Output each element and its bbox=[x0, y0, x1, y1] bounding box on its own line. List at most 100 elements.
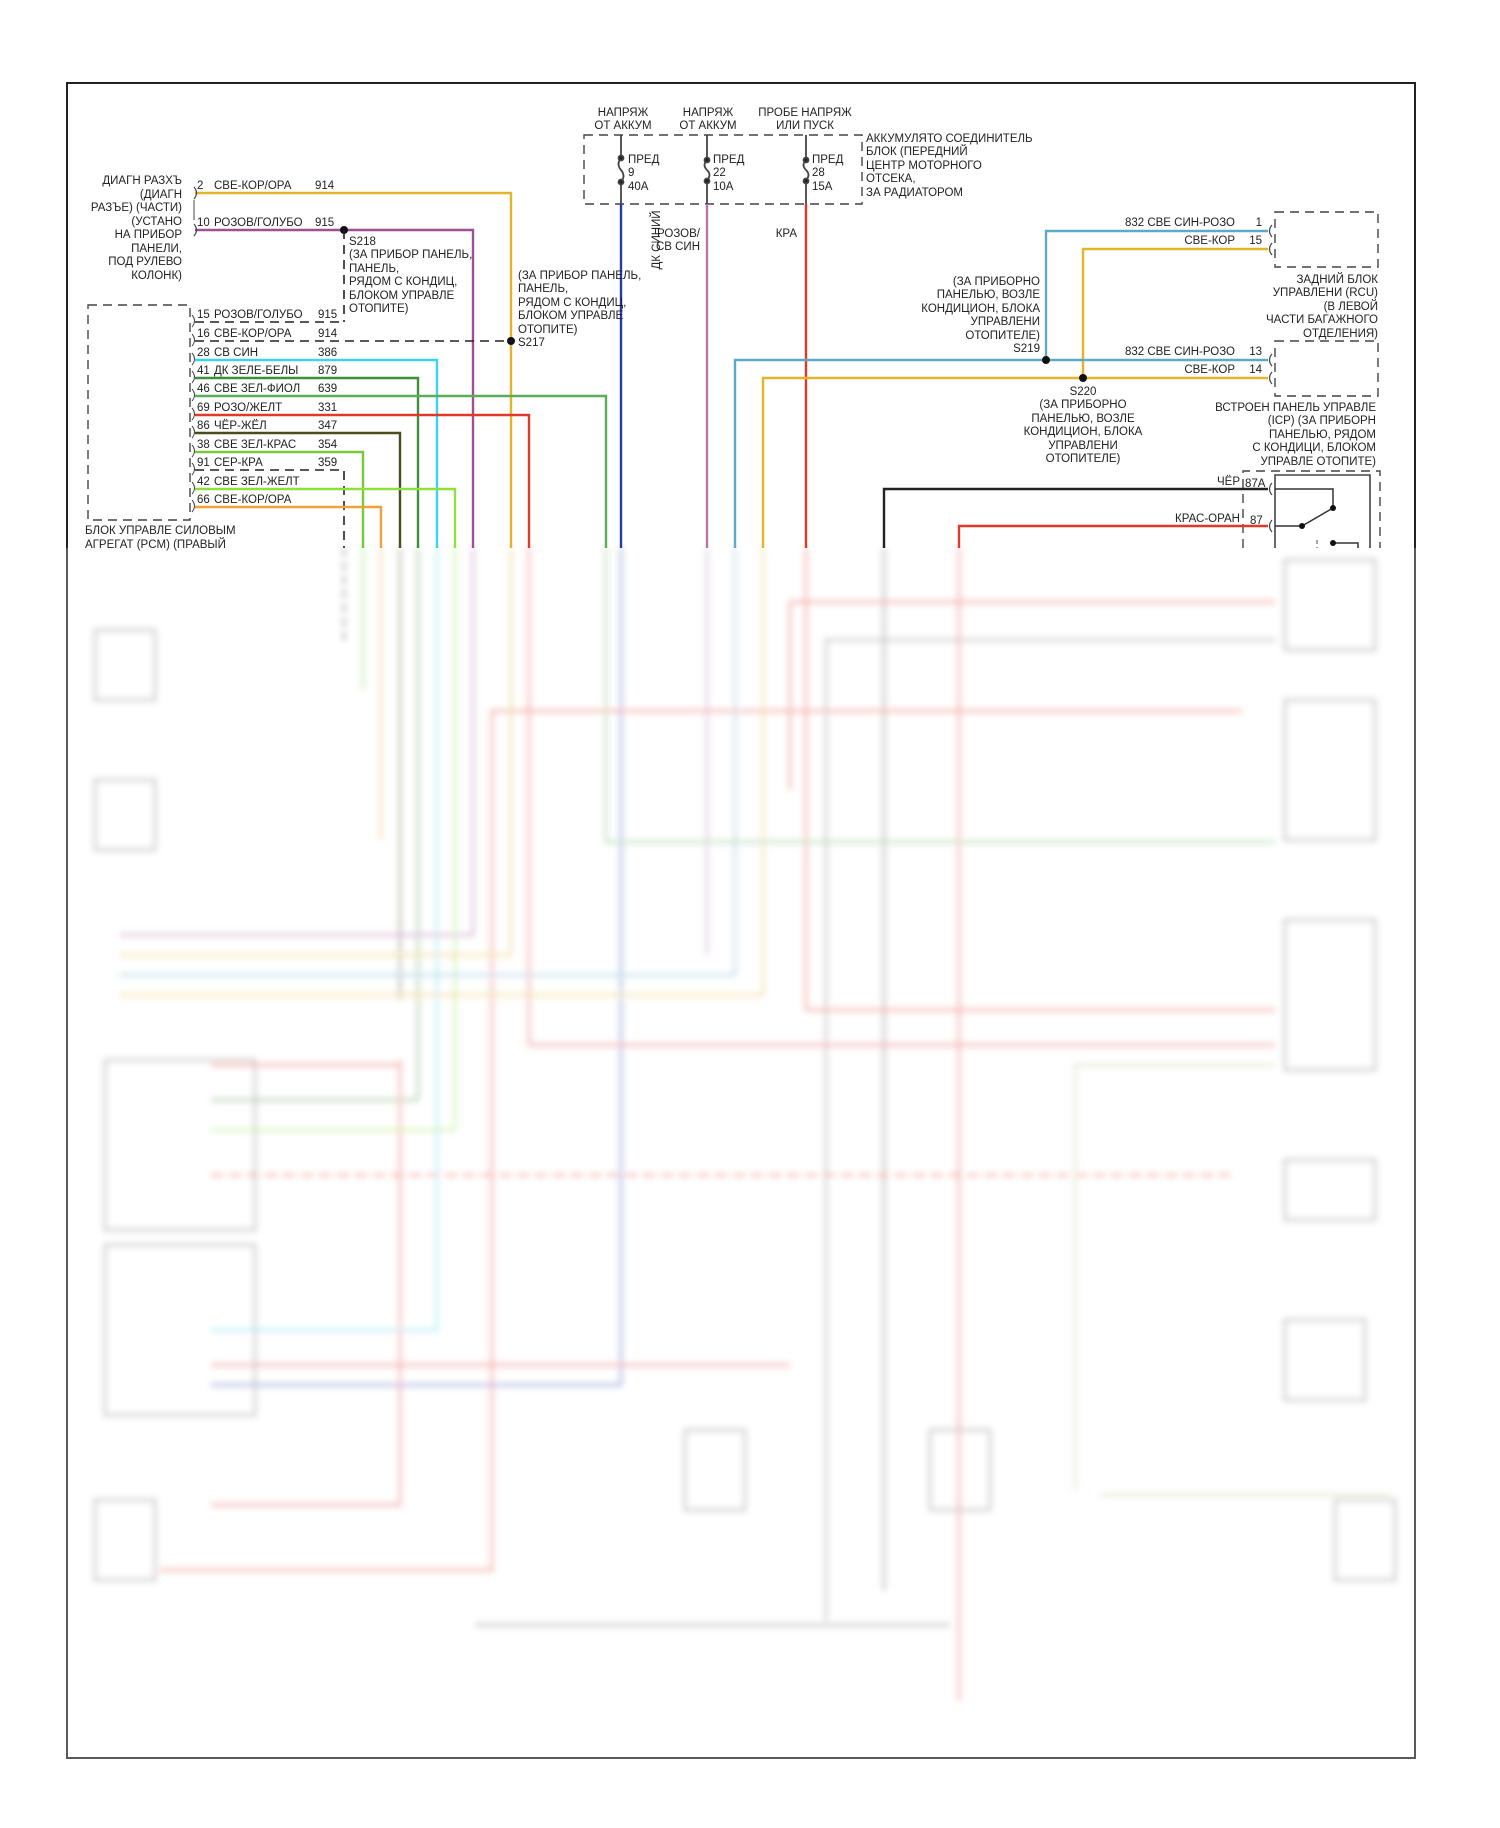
svg-text:С КОНДИЦИ, БЛОКОМ: С КОНДИЦИ, БЛОКОМ bbox=[1252, 442, 1376, 454]
svg-text:БЛОКОМ УПРАВЛЕ: БЛОКОМ УПРАВЛЕ bbox=[349, 290, 455, 302]
svg-text:ПАНЕЛЬ,: ПАНЕЛЬ, bbox=[518, 283, 568, 295]
svg-text:УПРАВЛЕНИ (RCU): УПРАВЛЕНИ (RCU) bbox=[1273, 287, 1378, 299]
svg-text:ОТОПИТЕЛЕ): ОТОПИТЕЛЕ) bbox=[1046, 453, 1121, 465]
wire bbox=[195, 376, 420, 548]
pin-pin: 91 bbox=[197, 457, 210, 469]
fuse-source-3: ПРОБЕ НАПРЯЖ ИЛИ ПУСК ПРЕД 28 15A bbox=[758, 107, 852, 193]
pcm-pin-69: 69 РОЗО/ЖЕЛТ 331 bbox=[191, 402, 531, 548]
svg-text:10: 10 bbox=[197, 217, 210, 229]
svg-text:ПАНЕЛЬЮ, ВОЗЛЕ: ПАНЕЛЬЮ, ВОЗЛЕ bbox=[937, 289, 1041, 301]
fuse-source-1: НАПРЯЖ ОТ АККУМ ПРЕД 9 40A bbox=[594, 107, 659, 193]
wire bbox=[195, 450, 365, 548]
fuse-icon bbox=[703, 135, 711, 204]
pin-wire: СВ СИН bbox=[214, 347, 258, 359]
pin-pin: 66 bbox=[197, 494, 210, 506]
svg-text:КОЛОНК): КОЛОНК) bbox=[131, 270, 182, 282]
wire-label-dk-blue: ДК СИНИЙ bbox=[650, 210, 663, 269]
svg-text:БЛОК (ПЕРЕДНИЙ: БЛОК (ПЕРЕДНИЙ bbox=[866, 145, 968, 158]
connector-bracket bbox=[191, 314, 195, 328]
svg-text:ПАНЕЛИ,: ПАНЕЛИ, bbox=[131, 243, 182, 255]
splice-s218: S218 (ЗА ПРИБОР ПАНЕЛЬ, ПАНЕЛЬ, РЯДОМ С … bbox=[340, 226, 472, 322]
wire-label-red: КРА bbox=[776, 228, 798, 240]
connector-bracket bbox=[191, 352, 195, 366]
svg-text:S220: S220 bbox=[1070, 386, 1097, 398]
pin-pin: 42 bbox=[197, 476, 210, 488]
pin-pin: 38 bbox=[197, 439, 210, 451]
pcm-pin-86: 86 ЧЁР-ЖЁЛ 347 bbox=[191, 420, 402, 548]
pin-pin: 41 bbox=[197, 365, 210, 377]
fuse-source-2: НАПРЯЖ ОТ АККУМ ПРЕД 22 10A bbox=[679, 107, 744, 193]
pin-wire: СВЕ-КОР/ОРА bbox=[214, 328, 292, 340]
svg-text:РАЗЪЕ) (ЧАСТИ): РАЗЪЕ) (ЧАСТИ) bbox=[91, 202, 182, 214]
svg-text:914: 914 bbox=[315, 180, 335, 192]
pin-circuit: 879 bbox=[318, 365, 337, 377]
fuse-label: ПРЕД bbox=[812, 154, 844, 166]
pin-circuit: 359 bbox=[318, 457, 337, 469]
connector-bracket bbox=[191, 481, 195, 495]
svg-text:ПАНЕЛЬЮ, ВОЗЛЕ: ПАНЕЛЬЮ, ВОЗЛЕ bbox=[1031, 413, 1135, 425]
svg-text:S217: S217 bbox=[518, 337, 545, 349]
svg-text:КОНДИЦИОН, БЛОКА: КОНДИЦИОН, БЛОКА bbox=[1024, 426, 1143, 438]
pin-pin: 69 bbox=[197, 402, 210, 414]
wire-icp-pin13 bbox=[733, 358, 1268, 548]
pcm-pin-66: 66 СВЕ-КОР/ОРА bbox=[191, 494, 383, 548]
connector-bracket bbox=[191, 407, 195, 421]
svg-text:ОТОПИТЕ): ОТОПИТЕ) bbox=[349, 303, 409, 315]
svg-text:БЛОК УПРАВЛЕ СИЛОВЫМ: БЛОК УПРАВЛЕ СИЛОВЫМ bbox=[85, 525, 236, 537]
pin-pin: 28 bbox=[197, 347, 210, 359]
svg-text:АГРЕГАТ (PCM) (ПРАВЫЙ: АГРЕГАТ (PCM) (ПРАВЫЙ bbox=[85, 538, 226, 551]
wire bbox=[195, 413, 531, 548]
pin-pin: 46 bbox=[197, 383, 210, 395]
wire-red-orange-87 bbox=[957, 524, 1268, 548]
pin-wire: СВЕ ЗЕЛ-КРАС bbox=[214, 439, 296, 451]
rcu-label: ЗАДНИЙ БЛОК УПРАВЛЕНИ (RCU) (В ЛЕВОЙ ЧАС… bbox=[1266, 273, 1378, 340]
connector-bracket bbox=[191, 425, 195, 439]
junction-block-box bbox=[583, 134, 863, 205]
svg-text:(В ЛЕВОЙ: (В ЛЕВОЙ bbox=[1324, 300, 1378, 313]
pcm-box bbox=[87, 304, 191, 521]
wire bbox=[195, 358, 439, 548]
svg-text:1: 1 bbox=[1256, 217, 1262, 229]
svg-text:ЗАДНИЙ БЛОК: ЗАДНИЙ БЛОК bbox=[1296, 273, 1378, 286]
diag-pin-2: 2 СВЕ-КОР/ОРА 914 bbox=[195, 180, 513, 548]
blurred-lower-section bbox=[94, 548, 1396, 1700]
svg-text:ЦЕНТР МОТОРНОГО: ЦЕНТР МОТОРНОГО bbox=[866, 160, 982, 172]
svg-text:ВСТРОЕН ПАНЕЛЬ УПРАВЛЕ: ВСТРОЕН ПАНЕЛЬ УПРАВЛЕ bbox=[1215, 402, 1376, 414]
pcm-pin-16: 16 СВЕ-КОР/ОРА 914 bbox=[191, 328, 511, 347]
fuse-label: ПРЕД bbox=[628, 154, 660, 166]
svg-text:ПАНЕЛЬЮ, РЯДОМ: ПАНЕЛЬЮ, РЯДОМ bbox=[1269, 429, 1376, 441]
connector-brackets-right bbox=[1268, 224, 1273, 533]
svg-text:(ЗА ПРИБОР ПАНЕЛЬ,: (ЗА ПРИБОР ПАНЕЛЬ, bbox=[349, 249, 472, 261]
svg-text:РЯДОМ С КОНДИЦ,: РЯДОМ С КОНДИЦ, bbox=[349, 276, 457, 288]
svg-text:РЯДОМ С КОНДИЦ,: РЯДОМ С КОНДИЦ, bbox=[518, 297, 626, 309]
fuse-source-label: ОТ АККУМ bbox=[679, 120, 736, 132]
svg-text:S218: S218 bbox=[349, 236, 376, 248]
svg-text:ЗА РАДИАТОРОМ: ЗА РАДИАТОРОМ bbox=[866, 187, 963, 199]
pcm-pin-38: 38 СВЕ ЗЕЛ-КРАС 354 bbox=[191, 439, 365, 548]
connector-brackets bbox=[193, 186, 198, 237]
pcm-pin-42: 42 СВЕ ЗЕЛ-ЖЕЛТ bbox=[191, 476, 457, 548]
relay-switch-icon bbox=[1275, 488, 1359, 548]
pcm-label: БЛОК УПРАВЛЕ СИЛОВЫМ АГРЕГАТ (PCM) (ПРАВ… bbox=[85, 525, 236, 551]
pcm-pin-15: 15 РОЗОВ/ГОЛУБО 915 bbox=[191, 309, 344, 328]
splice-dot-s219 bbox=[1042, 356, 1050, 364]
diag-connector-label: ДИАГН РАЗХЪ (ДИАГН РАЗЪЕ) (ЧАСТИ) (УСТАН… bbox=[91, 175, 182, 282]
svg-text:13: 13 bbox=[1249, 346, 1262, 358]
connector-bracket bbox=[191, 370, 195, 384]
svg-text:ОТОПИТЕ): ОТОПИТЕ) bbox=[518, 324, 578, 336]
fuse-number: 9 bbox=[628, 167, 634, 179]
svg-text:(УСТАНО: (УСТАНО bbox=[131, 216, 182, 228]
svg-text:(ICP) (ЗА ПРИБОРН: (ICP) (ЗА ПРИБОРН bbox=[1268, 415, 1376, 427]
svg-text:ОТОПИТЕЛЕ): ОТОПИТЕЛЕ) bbox=[965, 330, 1040, 342]
pin-circuit: 915 bbox=[318, 309, 337, 321]
pin-circuit: 639 bbox=[318, 383, 337, 395]
svg-text:ОТСЕКА,: ОТСЕКА, bbox=[866, 173, 916, 185]
wire bbox=[195, 469, 345, 548]
relay bbox=[1242, 470, 1381, 548]
splice-s217: (ЗА ПРИБОР ПАНЕЛЬ, ПАНЕЛЬ, РЯДОМ С КОНДИ… bbox=[507, 270, 641, 349]
pcm-pin-41: 41 ДК ЗЕЛЕ-БЕЛЫ 879 bbox=[191, 365, 420, 548]
diagram-border bbox=[66, 82, 1416, 1759]
pin-circuit: 386 bbox=[318, 347, 337, 359]
fuse-source-label: ПРОБЕ НАПРЯЖ bbox=[758, 107, 852, 119]
svg-text:832 СВЕ СИН-РОЗО: 832 СВЕ СИН-РОЗО bbox=[1125, 217, 1235, 229]
